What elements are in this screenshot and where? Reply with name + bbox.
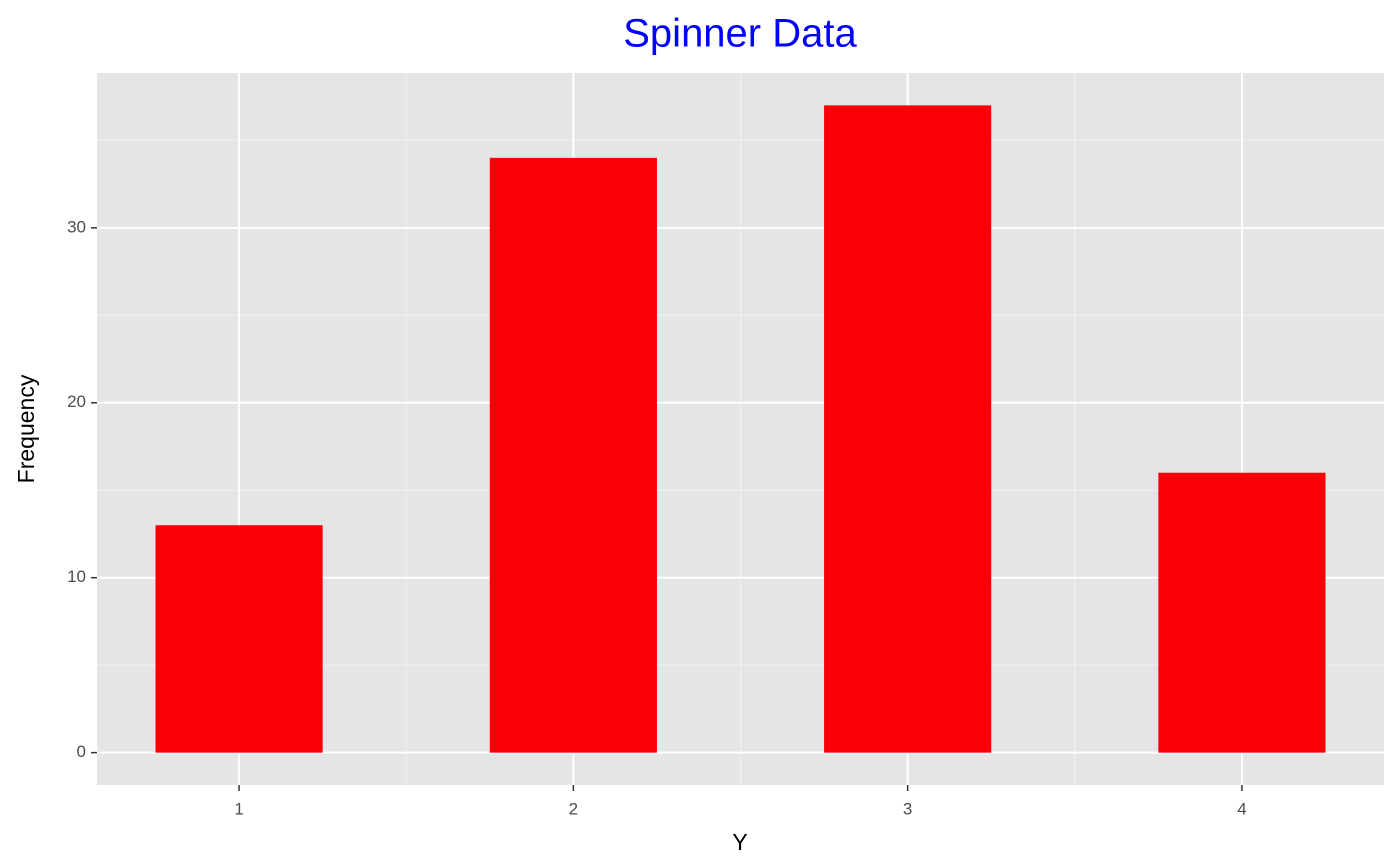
- x-tick-label: 2: [569, 799, 578, 818]
- x-tick-label: 1: [234, 799, 243, 818]
- y-tick-label: 0: [77, 742, 86, 761]
- x-tick-label: 3: [903, 799, 912, 818]
- y-tick-label: 30: [67, 217, 86, 236]
- bar: [489, 157, 657, 753]
- x-tick-label: 4: [1237, 799, 1246, 818]
- bar: [1158, 472, 1326, 753]
- y-axis-title: Frequency: [13, 374, 39, 483]
- y-tick-label: 10: [67, 567, 86, 586]
- bar: [155, 525, 323, 753]
- x-axis-title: Y: [732, 829, 747, 855]
- chart-title: Spinner Data: [623, 12, 857, 56]
- y-tick-label: 20: [67, 392, 86, 411]
- bar: [824, 105, 992, 753]
